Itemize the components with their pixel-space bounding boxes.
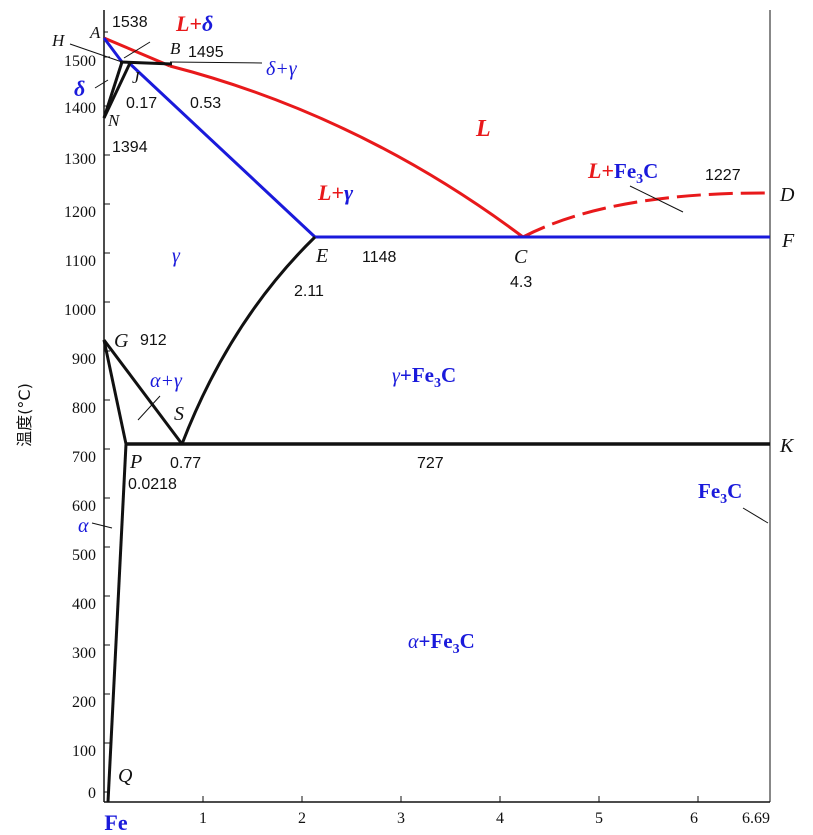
point-B: B — [170, 39, 181, 58]
phase-L-gamma: L+γ — [317, 180, 354, 205]
y-tick-label: 600 — [72, 498, 96, 515]
point-N: N — [107, 111, 121, 130]
axes — [103, 10, 771, 803]
value-0-53: 0.53 — [190, 95, 221, 112]
x-tick-label: 2 — [298, 810, 306, 827]
boundary-lines — [102, 60, 770, 803]
line-A-B — [103, 36, 171, 68]
line-A-H — [102, 37, 124, 63]
y-ticks — [104, 31, 110, 793]
point-H: H — [51, 31, 66, 50]
leader-delta — [94, 79, 109, 89]
y-tick-label: 200 — [72, 694, 96, 711]
phase-delta: δ — [74, 76, 85, 101]
phase-labels: L+δ δ δ+γ L L+γ L+Fe3C γ α+γ γ+Fe3C Fe3C… — [74, 11, 742, 657]
y-tick-label: 1500 — [64, 53, 96, 70]
curve-B-C — [169, 64, 524, 239]
phase-alpha: α — [78, 515, 89, 537]
point-A: A — [89, 23, 101, 42]
value-4-3: 4.3 — [510, 274, 532, 291]
y-tick-label: 1000 — [64, 302, 96, 319]
point-S: S — [174, 403, 184, 425]
leader-Fe3C — [742, 507, 769, 524]
phase-Fe3C: Fe3C — [698, 479, 742, 507]
y-tick-labels: 0 100 200 300 400 500 600 700 800 900 10… — [64, 53, 96, 802]
point-G: G — [114, 330, 129, 352]
x-tick-labels: 1 2 3 4 5 6 6.69 — [199, 810, 770, 827]
leader-delta-gamma — [169, 61, 263, 64]
y-axis-title: 温度(°C) — [15, 383, 34, 447]
line-H-B — [119, 60, 173, 66]
x-ticks — [202, 796, 699, 802]
solidus-lines — [102, 37, 770, 239]
phase-delta-gamma: δ+γ — [266, 58, 298, 80]
value-labels: 1538 1495 1394 1148 1227 912 727 0.17 0.… — [112, 14, 741, 493]
phase-alpha-gamma: α+γ — [150, 370, 183, 392]
leader-H — [69, 43, 123, 63]
leader-alpha-gamma — [137, 395, 161, 421]
x-tick-label: 1 — [199, 810, 207, 827]
x-tick-label: 6 — [690, 810, 698, 827]
value-727: 727 — [417, 455, 444, 472]
value-2-11: 2.11 — [294, 283, 324, 300]
y-tick-label: 400 — [72, 596, 96, 613]
x-tick-label: 3 — [397, 810, 405, 827]
value-1394: 1394 — [112, 139, 148, 156]
point-P: P — [129, 451, 142, 473]
y-tick-label: 700 — [72, 449, 96, 466]
line-G-P — [102, 339, 128, 445]
x-tick-label: 6.69 — [742, 810, 770, 827]
point-D: D — [779, 184, 795, 206]
line-G-S — [102, 339, 184, 445]
y-tick-label: 1300 — [64, 151, 96, 168]
y-tick-label: 1400 — [64, 100, 96, 117]
y-tick-label: 300 — [72, 645, 96, 662]
point-labels: A H B J N E C D F G S P K Q — [51, 23, 795, 787]
phase-L: L — [475, 116, 491, 142]
x-tick-label: 4 — [496, 810, 504, 827]
leader-1538 — [123, 41, 151, 59]
phase-gamma-Fe3C: γ+Fe3C — [392, 363, 456, 391]
liquidus-lines — [103, 36, 771, 239]
value-1495: 1495 — [188, 44, 224, 61]
curve-E-S — [180, 235, 317, 445]
y-tick-label: 500 — [72, 547, 96, 564]
x-origin-label: Fe — [104, 810, 127, 835]
point-C: C — [514, 246, 528, 268]
phase-L-Fe3C: L+Fe3C — [587, 158, 658, 187]
y-tick-label: 900 — [72, 351, 96, 368]
point-E: E — [315, 245, 328, 267]
y-tick-label: 1100 — [65, 253, 96, 270]
point-J: J — [132, 68, 141, 87]
value-912: 912 — [140, 332, 167, 349]
x-tick-label: 5 — [595, 810, 603, 827]
point-Q: Q — [118, 765, 133, 787]
line-J-E — [126, 60, 317, 239]
value-1148: 1148 — [362, 249, 397, 266]
y-tick-label: 800 — [72, 400, 96, 417]
leader-L-Fe3C — [629, 185, 684, 213]
phase-alpha-Fe3C: α+Fe3C — [408, 629, 475, 657]
phase-gamma: γ — [172, 245, 181, 267]
value-0-17: 0.17 — [126, 95, 157, 112]
point-K: K — [779, 435, 795, 457]
line-J-N — [102, 62, 132, 119]
point-F: F — [781, 230, 795, 252]
phase-L-delta: L+δ — [175, 11, 213, 36]
y-tick-label: 100 — [72, 743, 96, 760]
y-tick-label: 1200 — [64, 204, 96, 221]
leader-lines — [69, 41, 769, 529]
line-P-Q — [106, 443, 128, 803]
value-0-77: 0.77 — [170, 455, 201, 472]
value-0-0218: 0.0218 — [128, 476, 177, 493]
value-1538: 1538 — [112, 14, 148, 31]
value-1227: 1227 — [705, 167, 741, 184]
y-tick-label: 0 — [88, 785, 96, 802]
curve-C-D-dashed — [522, 191, 771, 239]
leader-alpha — [91, 522, 113, 529]
